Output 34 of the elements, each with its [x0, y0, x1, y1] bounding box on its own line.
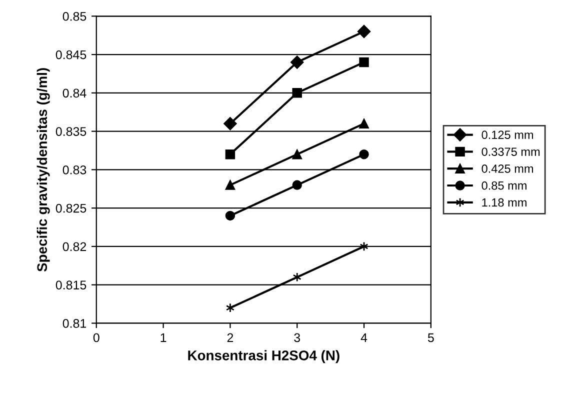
x-tick-label: 1	[160, 333, 166, 342]
point	[359, 149, 369, 160]
y-tick-label: 0.81	[62, 319, 86, 328]
y-tick-label: 0.815	[56, 280, 86, 290]
x-tick-label: 3	[294, 333, 300, 342]
y-tick-label: 0.82	[62, 242, 86, 252]
point	[357, 24, 371, 38]
point	[359, 118, 369, 128]
point	[290, 56, 304, 69]
legend-label: 0.3375 mm	[482, 148, 540, 156]
point	[292, 180, 302, 190]
point	[292, 88, 302, 98]
point	[225, 180, 236, 190]
point	[225, 149, 236, 160]
point	[225, 210, 236, 221]
y-tick-label: 0.83	[62, 165, 86, 174]
y-tick-label: 0.845	[56, 50, 86, 60]
x-tick-label: 5	[428, 333, 434, 342]
y-tick-label: 0.835	[56, 127, 86, 136]
y-axis-title: Specific gravity/densitas (g/ml)	[36, 68, 50, 272]
point	[292, 149, 302, 160]
point	[359, 57, 369, 68]
y-tick-label: 0.825	[56, 204, 86, 213]
x-axis-title: Konsentrasi H2SO4 (N)	[188, 350, 340, 364]
legend-label: 0.85 mm	[482, 181, 526, 190]
y-tick-label: 0.84	[62, 88, 86, 98]
legend-label: 0.125 mm	[482, 130, 534, 140]
point	[224, 117, 237, 130]
legend-label: 1.18 mm	[482, 198, 526, 207]
x-tick-label: 0	[93, 333, 100, 342]
x-tick-label: 2	[227, 333, 234, 342]
y-tick-label: 0.85	[62, 12, 86, 21]
x-tick-label: 4	[360, 333, 368, 342]
legend-label: 0.425 mm	[482, 164, 534, 173]
